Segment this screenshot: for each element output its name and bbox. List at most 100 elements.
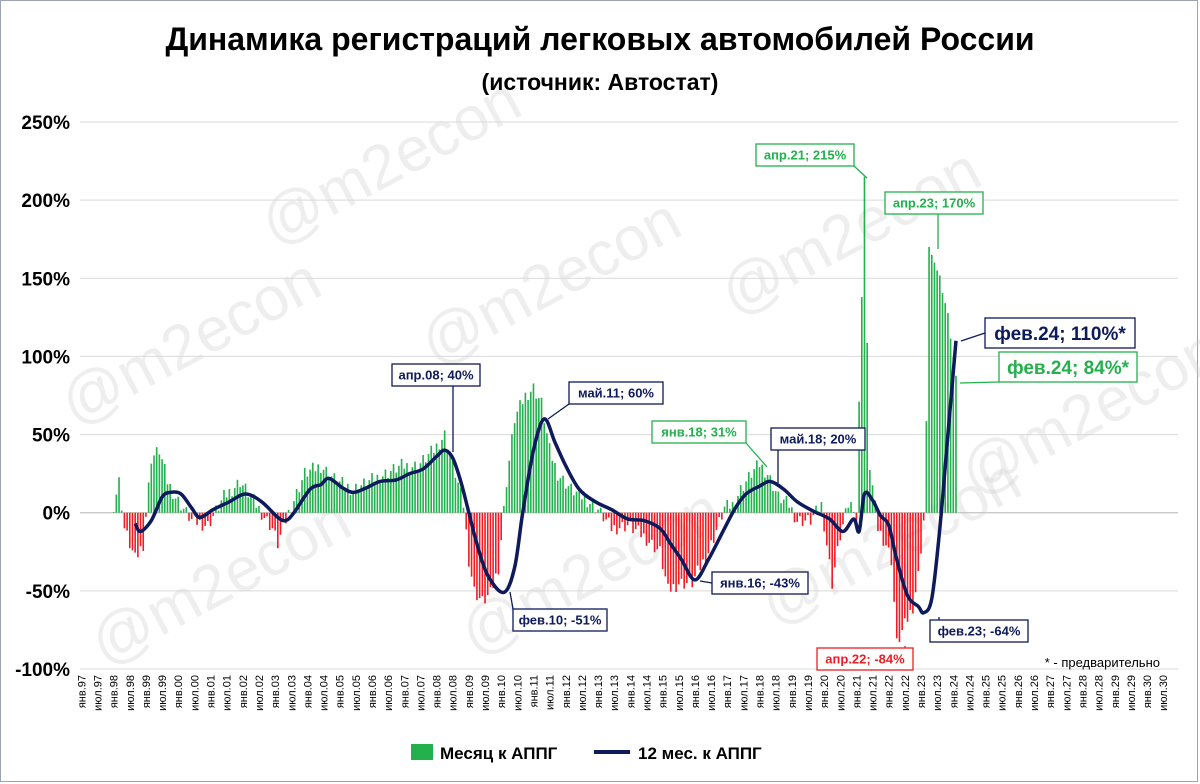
monthly-bar: [120, 510, 123, 513]
monthly-bar: [131, 512, 134, 551]
monthly-bar: [365, 486, 368, 513]
annotation-leader: [959, 381, 1000, 384]
monthly-bar: [465, 512, 467, 530]
x-tick-label: июл.24: [964, 675, 976, 711]
monthly-bar: [774, 491, 777, 513]
monthly-bar: [341, 477, 344, 513]
monthly-bar: [696, 512, 699, 566]
monthly-bar: [793, 512, 796, 523]
y-tick-label: -100%: [15, 660, 70, 681]
monthly-bar: [726, 499, 729, 513]
monthly-bar: [392, 464, 395, 513]
x-tick-label: янв.18: [755, 675, 767, 708]
monthly-bar: [656, 512, 659, 550]
monthly-bar: [707, 512, 710, 554]
monthly-bar: [379, 483, 381, 513]
monthly-bar: [145, 512, 147, 517]
x-tick-label: июл.26: [1029, 675, 1041, 711]
monthly-bar: [204, 512, 206, 526]
monthly-bar: [820, 502, 823, 513]
monthly-bar: [589, 503, 591, 513]
monthly-bar: [231, 496, 233, 513]
x-axis: янв.97 июл.97 янв.98 июл.98 янв.99 июл.99 янв.…: [76, 675, 1170, 711]
monthly-bar: [955, 375, 957, 513]
monthly-bar: [290, 512, 293, 514]
monthly-bar: [486, 512, 489, 596]
monthly-bar: [387, 477, 389, 513]
monthly-bar: [699, 512, 702, 571]
annotations: апр.08; 40% май.11; 60% фев.10; -51% янв.18…: [391, 143, 1138, 671]
monthly-bar: [484, 512, 486, 604]
monthly-bar: [928, 247, 930, 513]
monthly-bar: [877, 512, 879, 532]
monthly-bar: [196, 512, 198, 525]
x-tick-label: июл.18: [771, 675, 783, 711]
monthly-bar: [201, 512, 204, 531]
monthly-bar: [710, 512, 712, 541]
monthly-bar: [349, 495, 352, 513]
monthly-bar: [155, 447, 158, 513]
monthly-bar: [729, 508, 731, 513]
monthly-bar: [344, 488, 346, 513]
monthly-bar: [939, 275, 941, 513]
annotation-box: [884, 191, 984, 215]
monthly-bar: [411, 467, 414, 513]
monthly-bar: [917, 512, 920, 572]
monthly-bar: [648, 512, 650, 543]
monthly-bar: [933, 262, 936, 513]
monthly-bar: [718, 512, 720, 517]
monthly-bar: [677, 512, 680, 585]
monthly-bar: [661, 512, 664, 570]
monthly-bar: [384, 469, 387, 513]
monthly-bar: [578, 487, 581, 513]
monthly-bar: [511, 434, 513, 513]
monthly-bar: [912, 512, 914, 614]
monthly-bar: [602, 512, 605, 522]
monthly-bar: [449, 454, 451, 513]
monthly-bar: [416, 471, 419, 513]
x-tick-label: июл.29: [1126, 675, 1138, 711]
annotation-box: [651, 420, 747, 444]
monthly-bar: [244, 483, 247, 513]
monthly-bar: [363, 478, 365, 513]
monthly-bar: [686, 512, 688, 584]
monthly-bar: [844, 508, 847, 513]
monthly-bar: [376, 474, 379, 513]
monthly-bar: [591, 500, 594, 513]
x-tick-label: июл.03: [286, 675, 298, 711]
monthly-bar: [446, 449, 449, 513]
monthly-bar: [901, 512, 903, 631]
monthly-bar: [408, 472, 411, 513]
monthly-bar: [330, 476, 333, 513]
monthly-bar: [831, 512, 833, 589]
rolling-line-layer: [133, 340, 958, 615]
monthly-bar: [866, 342, 868, 513]
monthly-bar: [470, 512, 473, 577]
monthly-bar: [398, 465, 400, 513]
monthly-bar: [704, 512, 707, 565]
x-tick-label: июл.10: [512, 675, 524, 711]
monthly-bar: [459, 487, 462, 513]
annotation: май.18; 20%: [770, 427, 866, 483]
x-tick-label: июл.23: [932, 675, 944, 711]
annotation: май.11; 60%: [547, 381, 664, 420]
monthly-bar: [669, 512, 672, 592]
monthly-bar: [653, 512, 656, 553]
x-tick-label: янв.01: [206, 675, 218, 708]
x-tick-label: янв.97: [76, 675, 88, 708]
monthly-bar: [791, 507, 793, 513]
monthly-bar: [451, 458, 454, 513]
monthly-bar: [239, 487, 241, 513]
monthly-bar: [753, 469, 755, 513]
monthly-bar: [454, 477, 457, 513]
x-tick-label: янв.10: [496, 675, 508, 708]
x-tick-label: июл.08: [448, 675, 460, 711]
monthly-bar: [295, 488, 298, 513]
monthly-bar: [481, 512, 484, 597]
annotation-box: [984, 317, 1136, 349]
monthly-bar: [524, 392, 527, 513]
monthly-bar: [952, 357, 955, 513]
legend-swatch-bar: [411, 744, 433, 760]
monthly-bar: [834, 512, 836, 568]
annotation-box: [512, 608, 608, 632]
